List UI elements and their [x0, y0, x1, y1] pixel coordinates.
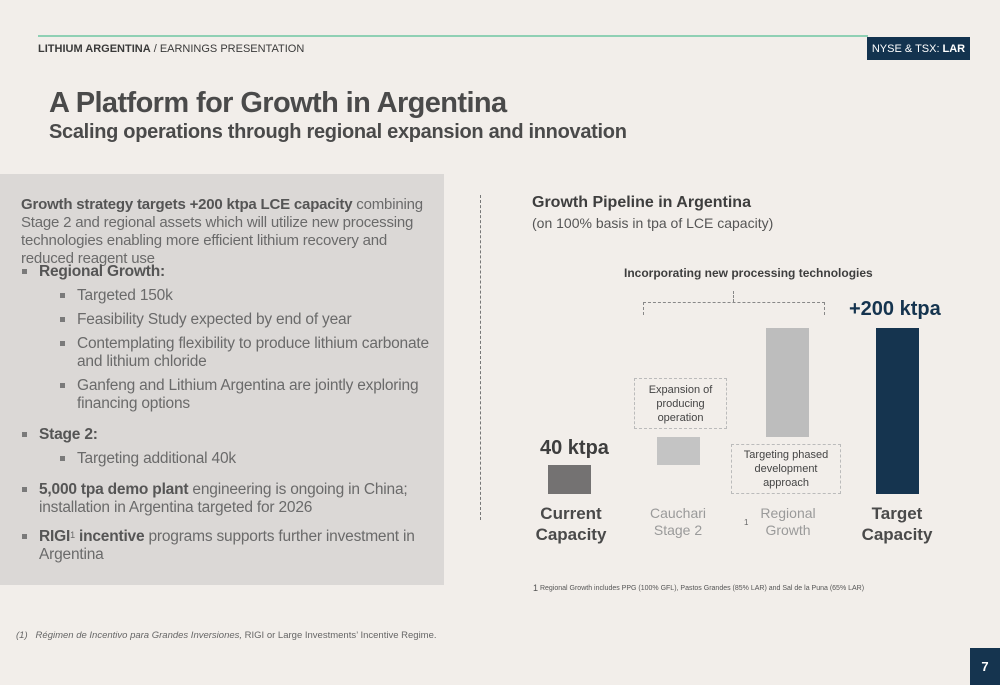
bullet-square-icon	[22, 269, 27, 274]
bullet-square-icon	[22, 534, 27, 539]
intro-rest: combining Stage 2 and regional assets wh…	[21, 196, 423, 267]
bullet-stage-2: Stage 2:	[22, 426, 98, 444]
footnote-italic: Régimen de Incentivo para Grandes Invers…	[35, 630, 243, 641]
chart-subtitle: (on 100% basis in tpa of LCE capacity)	[532, 215, 774, 231]
bar-target-capacity	[876, 328, 919, 494]
footnote-rest: RIGI or Large Investments’ Incentive Reg…	[242, 630, 437, 641]
callout-regional-text: Targeting phased development approach	[743, 449, 829, 489]
ticker-prefix: NYSE & TSX:	[871, 42, 940, 55]
slide-subtitle: Scaling operations through regional expa…	[49, 121, 627, 143]
header-company: LITHIUM ARGENTINA	[38, 43, 151, 55]
strategy-panel: Growth strategy targets +200 ktpa LCE ca…	[0, 174, 444, 585]
sub-bullet-targeted: Targeted 150k	[60, 287, 437, 305]
annotation-brace-tick	[733, 291, 734, 302]
page-number: 7	[970, 648, 1000, 685]
bullet-regional-growth: Regional Growth:	[22, 263, 165, 281]
bullet-square-icon	[60, 293, 65, 298]
tick-label-line: Growth	[765, 522, 811, 538]
annotation-brace	[643, 302, 825, 315]
bar-cauchari-stage-2	[657, 437, 700, 465]
slide-title: A Platform for Growth in Argentina	[49, 87, 507, 119]
chart-footnote-text: Regional Growth includes PPG (100% GFL),…	[538, 585, 865, 592]
tick-label-current: Current Capacity	[521, 503, 621, 545]
tick-label-line: Target	[871, 504, 923, 523]
bullet-rigi-sup: 1	[70, 530, 75, 540]
bullet-rigi-bold: RIGI	[39, 528, 71, 545]
bullet-demo-bold: 5,000 tpa demo plant	[39, 481, 189, 498]
bullet-demo-plant: 5,000 tpa demo plant engineering is ongo…	[22, 481, 441, 517]
bullet-regional-title: Regional Growth:	[39, 263, 165, 280]
intro-bold: Growth strategy targets +200 ktpa LCE ca…	[21, 196, 353, 213]
ticker-badge: NYSE & TSX: LAR	[867, 37, 970, 60]
header-breadcrumb: LITHIUM ARGENTINA / EARNINGS PRESENTATIO…	[38, 43, 304, 55]
tick-label-line: Current	[540, 504, 602, 523]
value-label-current: 40 ktpa	[540, 437, 609, 459]
sub-bullet-text: Feasibility Study expected by end of yea…	[77, 311, 352, 328]
section-divider	[480, 195, 481, 520]
bullet-stage2-title: Stage 2:	[39, 426, 98, 443]
value-label-target: +200 ktpa	[849, 298, 941, 320]
tick-label-line: Cauchari	[649, 505, 707, 521]
callout-cauchari: Expansion of producing operation	[634, 378, 727, 429]
slide-footnote: (1) Régimen de Incentivo para Grandes In…	[16, 630, 437, 641]
tick-label-line: Regional	[760, 505, 816, 521]
bullet-rigi-rest: programs supports further investment in …	[39, 528, 415, 563]
header-section: EARNINGS PRESENTATION	[159, 43, 305, 55]
bullet-square-icon	[60, 341, 65, 346]
footnote-number: (1)	[16, 630, 28, 641]
sub-bullet-flexibility: Contemplating flexibility to produce lit…	[60, 335, 437, 371]
chart-annotation: Incorporating new processing technologie…	[624, 266, 873, 280]
sub-bullet-text: Contemplating flexibility to produce lit…	[77, 335, 429, 370]
bullet-demo-rest: engineering is ongoing in China; install…	[39, 481, 408, 516]
chart-footnote-mark: 1	[533, 583, 539, 593]
callout-cauchari-text: Expansion of producing operation	[648, 383, 713, 424]
callout-regional: Targeting phased development approach	[731, 444, 841, 494]
sub-bullet-additional: Targeting additional 40k	[60, 450, 437, 468]
tick-label-line: Capacity	[535, 525, 607, 544]
sub-bullet-feasibility: Feasibility Study expected by end of yea…	[60, 311, 437, 329]
bullet-square-icon	[60, 456, 65, 461]
sub-bullet-text: Ganfeng and Lithium Argentina are jointl…	[77, 377, 419, 412]
bar-regional-growth	[766, 328, 809, 437]
strategy-intro: Growth strategy targets +200 ktpa LCE ca…	[21, 196, 441, 268]
bullet-square-icon	[60, 317, 65, 322]
ticker-symbol: LAR	[942, 42, 966, 55]
bar-current-capacity	[548, 465, 591, 494]
chart-footnote: 1 Regional Growth includes PPG (100% GFL…	[533, 583, 865, 595]
header-rule	[38, 35, 868, 37]
tick-footnote-mark: 1	[744, 518, 749, 527]
sub-bullet-text: Targeted 150k	[77, 287, 173, 304]
tick-label-target: Target Capacity	[847, 503, 947, 545]
bullet-rigi: RIGI1 incentive programs supports furthe…	[22, 528, 443, 564]
sub-bullet-financing: Ganfeng and Lithium Argentina are jointl…	[60, 377, 437, 413]
bullet-square-icon	[60, 383, 65, 388]
sub-bullet-text: Targeting additional 40k	[77, 450, 236, 467]
chart-title: Growth Pipeline in Argentina	[532, 194, 751, 211]
tick-label-regional: Regional Growth	[738, 505, 838, 539]
bullet-square-icon	[22, 432, 27, 437]
header-separator: /	[150, 43, 160, 55]
tick-label-cauchari: Cauchari Stage 2	[628, 505, 728, 539]
bullet-square-icon	[22, 487, 27, 492]
bullet-rigi-bold2: incentive	[74, 528, 145, 545]
tick-label-line: Stage 2	[653, 522, 703, 538]
tick-label-line: Capacity	[861, 525, 933, 544]
